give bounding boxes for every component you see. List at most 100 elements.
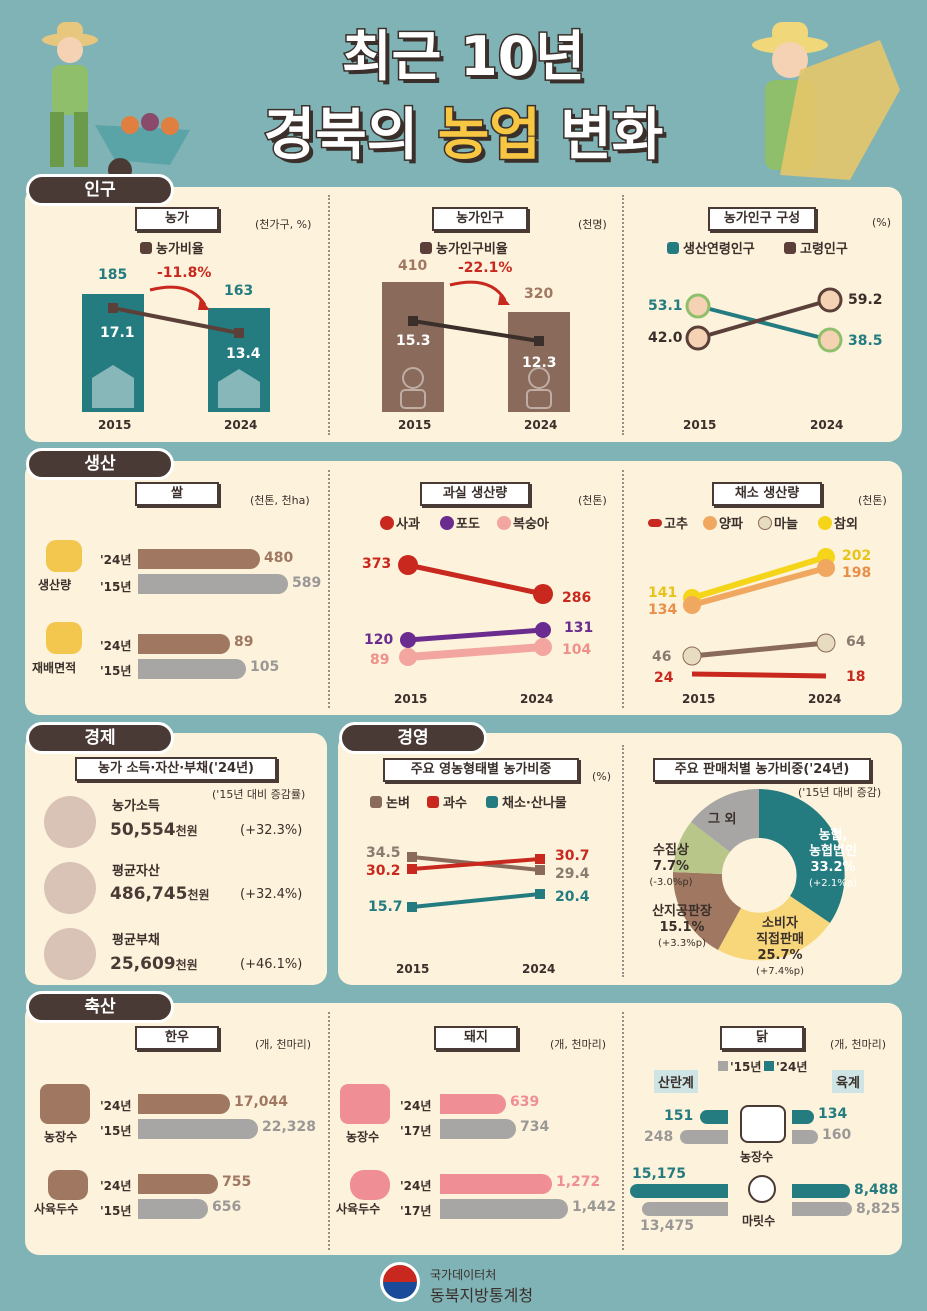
elder-face-icon bbox=[817, 287, 843, 313]
seg-label: 소비자 bbox=[762, 916, 798, 931]
seg-label: 산지공판장 bbox=[652, 904, 712, 919]
rice-unit: (천톤, 천ha) bbox=[250, 494, 310, 507]
grape-icon bbox=[535, 622, 551, 638]
grape-2024: 131 bbox=[564, 620, 594, 636]
hanwoo-farms-15-bar bbox=[138, 1119, 258, 1139]
onion-icon bbox=[683, 596, 701, 614]
legend-24: '24년 bbox=[764, 1058, 807, 1075]
year-17: '17년 bbox=[400, 1204, 432, 1218]
year-15: '15년 bbox=[100, 1204, 132, 1218]
x-label-2024: 2024 bbox=[224, 418, 258, 432]
grape-2015: 120 bbox=[364, 632, 394, 648]
farmer-face-icon bbox=[817, 327, 843, 353]
hanwoo-heads-24: 755 bbox=[222, 1174, 252, 1190]
rice-bag-icon bbox=[46, 540, 82, 572]
bar-2024 bbox=[208, 308, 270, 412]
legend-label: 고추 bbox=[664, 517, 688, 532]
income-label: 농가소득 bbox=[112, 799, 160, 814]
population-comp-lines bbox=[685, 287, 843, 353]
legend-pop-ratio: 농가인구비율 bbox=[420, 238, 508, 257]
farmer-face-icon bbox=[685, 293, 711, 319]
pepper-2015: 24 bbox=[654, 670, 674, 686]
year-24: '24년 bbox=[100, 1179, 132, 1193]
ratio-2024: 13.4 bbox=[226, 346, 261, 362]
legend-label: 참외 bbox=[834, 517, 858, 532]
apple-2015: 373 bbox=[362, 556, 392, 572]
layer-birds-15-bar bbox=[642, 1202, 728, 1216]
title-part: 경북의 bbox=[262, 102, 438, 170]
pig-heads-24: 1,272 bbox=[556, 1174, 601, 1190]
farmer-right-icon bbox=[752, 22, 900, 180]
hanwoo-farms-24-bar bbox=[138, 1094, 230, 1114]
legend-label: 마늘 bbox=[774, 517, 798, 532]
hanwoo-unit: (개, 천마리) bbox=[255, 1038, 312, 1051]
legend-label: 포도 bbox=[456, 517, 480, 532]
rice-prod-15-bar bbox=[138, 574, 288, 594]
onion-icon bbox=[703, 516, 717, 530]
legend-grape: 포도 bbox=[440, 513, 480, 532]
farms-label: 농장수 bbox=[346, 1130, 380, 1144]
garlic-icon bbox=[816, 633, 836, 653]
farmer-icon bbox=[526, 367, 552, 409]
economy-title: 농가 소득·자산·부채('24년) bbox=[75, 757, 277, 781]
rice-2015: 34.5 bbox=[366, 845, 401, 861]
layer-birds-15: 13,475 bbox=[640, 1218, 695, 1234]
title-highlight: 농업 bbox=[436, 102, 542, 170]
x-label-2015: 2015 bbox=[98, 418, 132, 432]
hanwoo-farms-24: 17,044 bbox=[234, 1094, 289, 1110]
seg-change: (+3.3%p) bbox=[658, 938, 706, 949]
peach-2024: 104 bbox=[562, 642, 592, 658]
sales-seg-other: 그 외 bbox=[708, 812, 737, 827]
seg-label: 농협법인 bbox=[809, 844, 857, 859]
legend-label: 생산연령인구 bbox=[683, 242, 755, 257]
rice-area-24: 89 bbox=[234, 634, 254, 650]
pig-farms-24-bar bbox=[440, 1094, 506, 1114]
legend-label: 농가비율 bbox=[156, 242, 204, 257]
pig-title: 돼지 bbox=[434, 1026, 518, 1050]
legend-label: '15년 bbox=[730, 1060, 762, 1074]
legend-working-age: 생산연령인구 bbox=[667, 238, 755, 257]
divider bbox=[622, 1012, 624, 1250]
legend-fruit: 과수 bbox=[427, 792, 467, 811]
x-label-2015: 2015 bbox=[682, 692, 716, 706]
broiler-farms-24: 134 bbox=[818, 1106, 848, 1122]
x-label-2024: 2024 bbox=[808, 692, 842, 706]
hanwoo-heads-15: 656 bbox=[212, 1199, 242, 1215]
pig-barn-icon bbox=[340, 1084, 390, 1124]
seg-change: (+2.1%p) bbox=[809, 878, 857, 889]
hanwoo-heads-24-bar bbox=[138, 1174, 218, 1194]
rice-area-15: 105 bbox=[250, 659, 280, 675]
fruit-2015: 30.2 bbox=[366, 863, 401, 879]
peach-icon bbox=[534, 638, 552, 656]
year-17: '17년 bbox=[400, 1124, 432, 1138]
rice-title: 쌀 bbox=[135, 482, 219, 506]
pig-farms-17-bar bbox=[440, 1119, 516, 1139]
x-label-2024: 2024 bbox=[810, 418, 844, 432]
sales-seg-collector: 수집상 7.7% (-3.0%p) bbox=[636, 843, 706, 891]
broiler-farms-15-bar bbox=[792, 1130, 818, 1144]
legend-farm-ratio: 농가비율 bbox=[140, 238, 204, 257]
farm-households-lines bbox=[92, 285, 260, 408]
x-label-2024: 2024 bbox=[520, 692, 554, 706]
income-unit: 천원 bbox=[175, 824, 198, 838]
bank-icon bbox=[44, 862, 96, 914]
pepper-2024: 18 bbox=[846, 669, 866, 685]
seg-label: 농협, bbox=[818, 828, 848, 843]
apple-icon bbox=[533, 584, 553, 604]
cow-icon bbox=[48, 1170, 88, 1200]
pig-heads-17: 1,442 bbox=[572, 1199, 617, 1215]
divider bbox=[328, 1012, 330, 1250]
section-tag-economy: 경제 bbox=[26, 722, 174, 754]
debt-value: 25,609천원 bbox=[110, 954, 198, 974]
rice-area-24-bar bbox=[138, 634, 230, 654]
broiler-farms-15: 160 bbox=[822, 1127, 852, 1143]
farm-population-lines bbox=[400, 280, 552, 409]
melon-2015: 141 bbox=[648, 585, 678, 601]
legend-15: '15년 bbox=[718, 1058, 761, 1075]
debt-unit: 천원 bbox=[175, 958, 198, 972]
title-part: 변화 bbox=[540, 102, 665, 170]
onion-2015: 134 bbox=[648, 602, 678, 618]
heads-label: 사육두수 bbox=[336, 1202, 381, 1216]
value-2015: 185 bbox=[98, 267, 128, 283]
rice-prod-24-bar bbox=[138, 549, 260, 569]
